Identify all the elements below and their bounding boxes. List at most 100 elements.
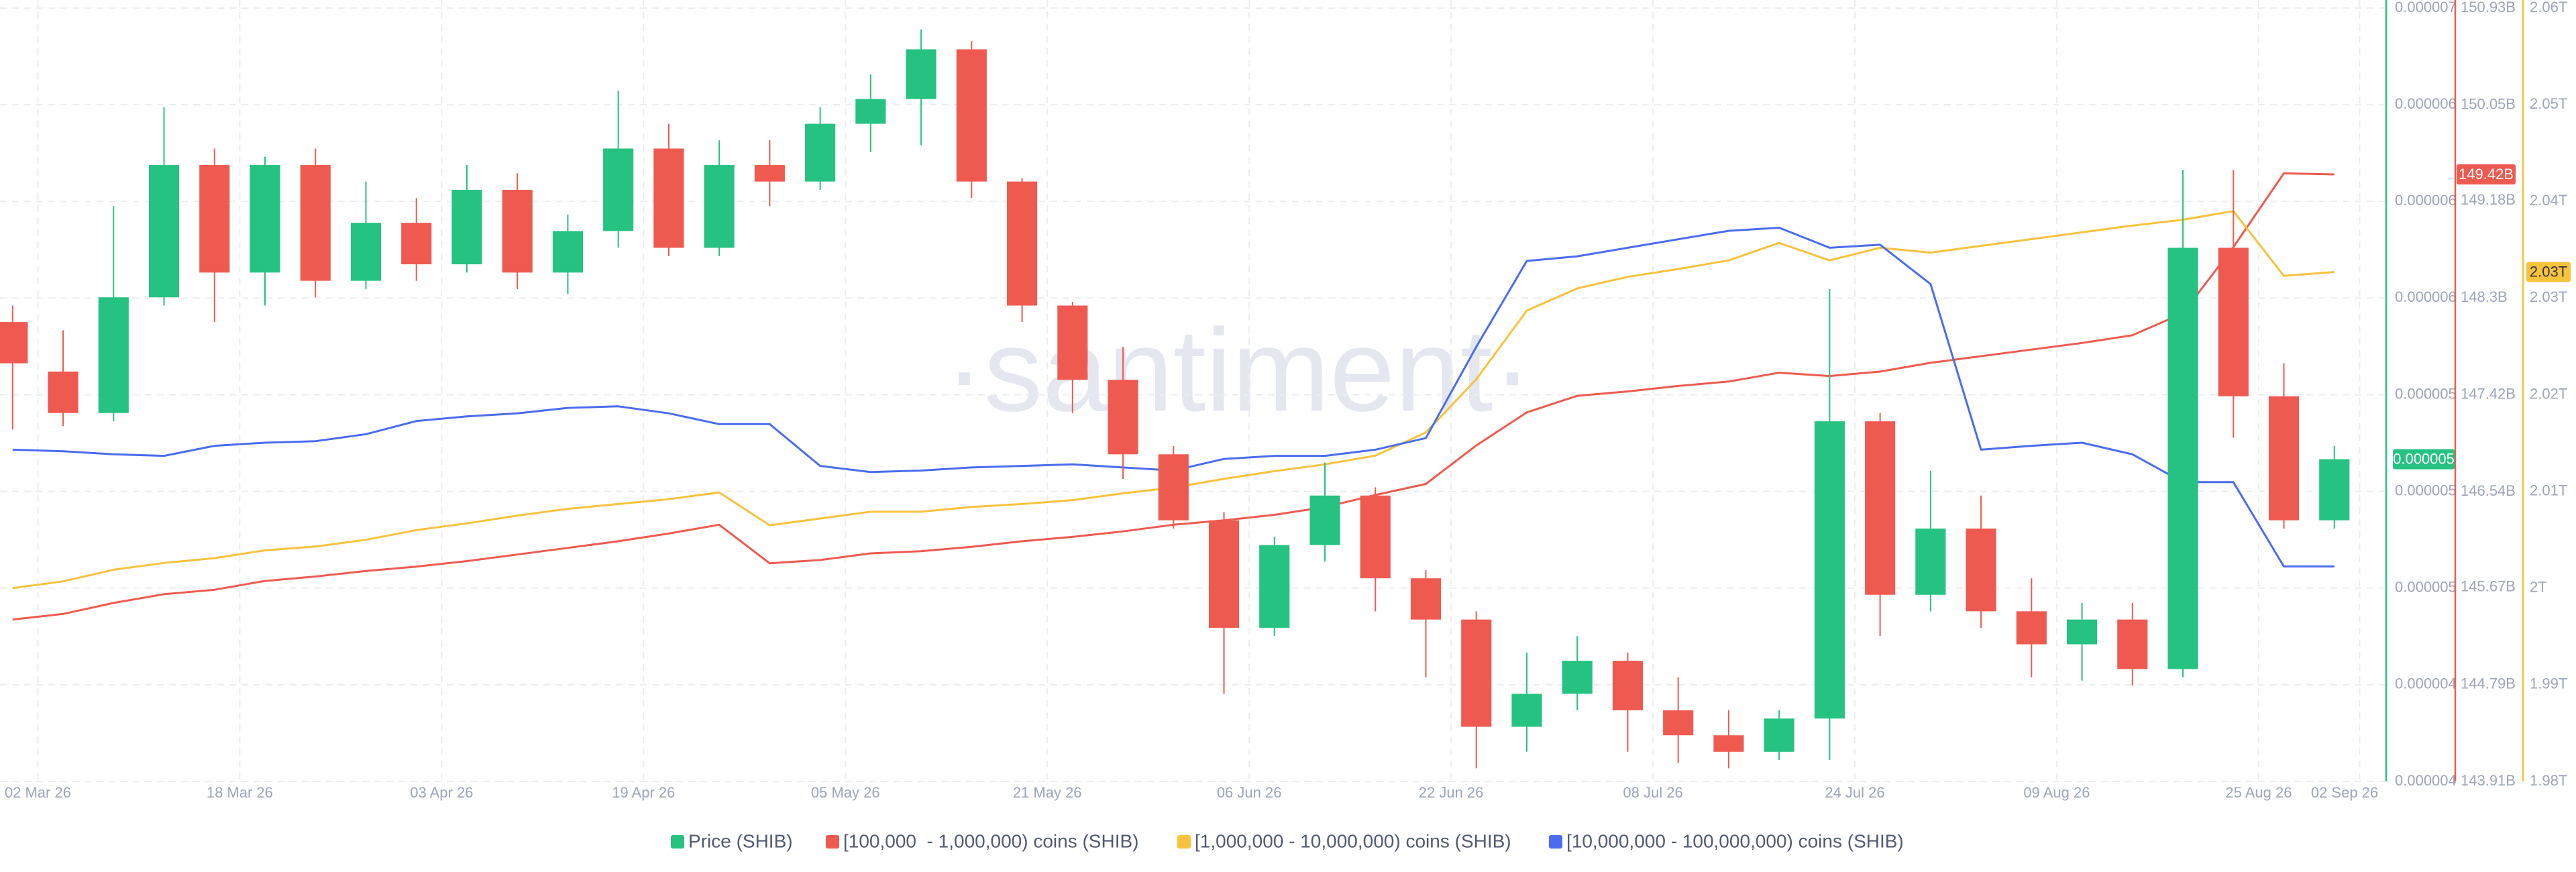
- x-tick-label: 02 Sep 26: [2311, 784, 2378, 801]
- y-tick-label: 0.000004: [2395, 772, 2457, 789]
- candle-body: [250, 165, 280, 273]
- y-tick-label: 147.42B: [2461, 385, 2516, 402]
- x-tick-label: 19 Apr 26: [612, 784, 675, 801]
- value-badge-label: 0.000005: [2393, 450, 2455, 467]
- x-tick-label: 25 Aug 26: [2225, 784, 2292, 801]
- legend-label: [100,000 - 1,000,000) coins (SHIB): [843, 830, 1138, 851]
- x-tick-label: 02 Mar 26: [5, 784, 71, 801]
- candle-body: [552, 231, 583, 273]
- y-tick-label: 0.000004: [2395, 675, 2457, 692]
- candle-body: [1966, 528, 1996, 612]
- y-tick-label: 2.02T: [2530, 385, 2567, 402]
- candle-body: [1007, 181, 1038, 306]
- candle-body: [1612, 661, 1643, 710]
- legend-swatch: [1177, 835, 1191, 849]
- candle-body: [1259, 545, 1290, 628]
- y-tick-label: 0.000006: [2395, 192, 2457, 209]
- candle-body: [2319, 459, 2350, 521]
- y-tick-label: 0.000007: [2395, 0, 2457, 15]
- candle-body: [1309, 495, 1340, 545]
- candle-body: [148, 165, 180, 298]
- y-tick-label: 2.06T: [2530, 0, 2567, 15]
- candle-body: [754, 165, 785, 182]
- candle-body: [1158, 454, 1189, 521]
- y-tick-label: 2.04T: [2530, 192, 2567, 209]
- x-tick-label: 18 Mar 26: [207, 784, 273, 801]
- value-badge-label: 2.03T: [2530, 263, 2567, 280]
- y-tick-label: 150.93B: [2461, 0, 2516, 15]
- candle-body: [451, 189, 482, 265]
- y-tick-label: 2.01T: [2530, 482, 2567, 498]
- legend-swatch: [671, 835, 684, 849]
- candle-body: [300, 165, 331, 281]
- candle-body: [1713, 735, 1744, 752]
- candle-body: [1915, 528, 1946, 595]
- candle-body: [1663, 710, 1694, 736]
- candle-body: [603, 148, 634, 231]
- x-tick-label: 08 Jul 26: [1623, 784, 1682, 801]
- candle-body: [2067, 619, 2098, 645]
- x-tick-label: 09 Aug 26: [2023, 784, 2090, 801]
- candle-body: [199, 165, 230, 273]
- watermark: ·santiment·: [945, 305, 1532, 436]
- value-badge-label: 149.42B: [2459, 166, 2514, 182]
- x-tick-label: 03 Apr 26: [410, 784, 473, 801]
- candle-body: [1108, 380, 1138, 455]
- candle-body: [2218, 248, 2249, 396]
- y-tick-label: 150.05B: [2461, 95, 2516, 112]
- legend-label: [1,000,000 - 10,000,000) coins (SHIB): [1195, 830, 1511, 851]
- y-tick-label: 1.99T: [2530, 675, 2567, 692]
- candle-body: [401, 223, 432, 265]
- value-badge: [2393, 449, 2455, 470]
- candle-body: [502, 189, 533, 273]
- candle-body: [1461, 619, 1492, 727]
- y-tick-label: 0.000005: [2395, 579, 2457, 596]
- candle-body: [2016, 611, 2047, 645]
- candle-body: [0, 322, 28, 364]
- legend-swatch: [1549, 835, 1562, 849]
- candle-body: [1057, 305, 1088, 380]
- y-tick-label: 1.98T: [2530, 772, 2567, 789]
- candle-body: [704, 165, 735, 248]
- candle-body: [2268, 396, 2300, 521]
- candle-body: [855, 99, 886, 124]
- y-tick-label: 148.3B: [2461, 288, 2508, 305]
- candle-body: [956, 49, 987, 182]
- y-tick-label: 0.000005: [2395, 482, 2457, 498]
- y-tick-label: 149.18B: [2461, 191, 2516, 208]
- candle-body: [2167, 248, 2198, 669]
- y-tick-label: 143.91B: [2461, 772, 2516, 789]
- candle-body: [1865, 421, 1896, 595]
- x-tick-label: 05 May 26: [811, 784, 880, 801]
- candle-body: [48, 371, 78, 413]
- candle-body: [1511, 694, 1542, 727]
- candle-body: [1360, 495, 1391, 579]
- value-badge: [2457, 164, 2516, 185]
- candle-body: [1208, 520, 1240, 628]
- candle-body: [653, 148, 684, 248]
- candle-body: [350, 223, 382, 281]
- candle-body: [906, 49, 936, 99]
- value-badge: [2526, 262, 2571, 282]
- y-tick-label: 2T: [2530, 579, 2547, 596]
- y-tick-label: 2.05T: [2530, 95, 2567, 112]
- candle-body: [1764, 718, 1794, 752]
- candle-body: [2117, 619, 2148, 669]
- candle-body: [1814, 421, 1845, 719]
- candle-body: [1562, 661, 1593, 694]
- candle-body: [805, 123, 836, 182]
- x-tick-label: 21 May 26: [1013, 784, 1082, 801]
- y-tick-label: 0.000006: [2395, 95, 2457, 112]
- y-tick-label: 0.000006: [2395, 288, 2457, 305]
- candle-body: [98, 297, 129, 413]
- x-tick-label: 24 Jul 26: [1825, 784, 1884, 801]
- x-tick-label: 06 Jun 26: [1217, 784, 1282, 801]
- y-tick-label: 0.000005: [2395, 385, 2457, 402]
- candle-body: [1410, 578, 1442, 620]
- y-tick-label: 2.03T: [2530, 288, 2567, 305]
- y-tick-label: 145.67B: [2461, 578, 2516, 595]
- legend-label: Price (SHIB): [688, 830, 793, 851]
- y-tick-label: 144.79B: [2461, 675, 2516, 692]
- legend-swatch: [826, 835, 839, 849]
